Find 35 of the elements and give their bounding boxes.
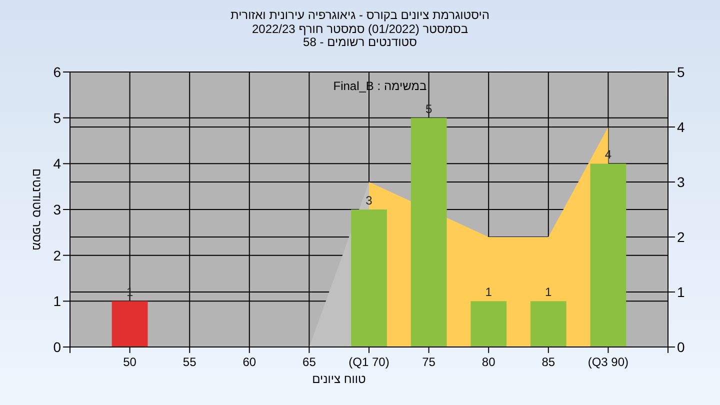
y2-tick-label: 3 (677, 174, 685, 190)
y2-tick-label: 4 (677, 119, 685, 135)
y-tick-label: 6 (53, 64, 62, 80)
bar (112, 301, 148, 347)
y-tick-label: 4 (53, 156, 62, 172)
y-tick-label: 1 (53, 293, 62, 310)
x-tick-label: 75 (422, 355, 436, 369)
x-tick-label: 80 (482, 355, 496, 369)
y-tick-label: 2 (53, 247, 62, 264)
data-label: 1 (485, 285, 492, 300)
y2-tick-label: 5 (677, 64, 685, 80)
chart-title: היסטוגרמת ציונים בקורס - גיאוגרפיה עירונית ואזורית (230, 8, 490, 22)
x-tick-label: 85 (542, 355, 556, 369)
x-tick-label: 65 (302, 355, 316, 369)
x-axis-title: טווח ציונים (312, 372, 366, 386)
bar (590, 164, 626, 347)
y-tick-label: 5 (53, 110, 62, 126)
data-label: 1 (545, 285, 552, 300)
bar (470, 301, 507, 347)
y2-tick-label: 0 (677, 339, 685, 355)
y2-tick-label: 2 (677, 229, 685, 245)
y-tick-label: 0 (53, 339, 62, 355)
data-label: 3 (366, 194, 373, 208)
x-tick-label: (Q3 90) (588, 355, 629, 369)
y-tick-label: 3 (53, 202, 62, 218)
bar (530, 301, 566, 347)
x-tick-label: 60 (242, 355, 256, 369)
x-tick-label: 55 (182, 355, 197, 369)
chart-subtitle: בסמסטר (01/2022) סמסטר חורף 2022/23 סטודנטים רשומים - 58 (252, 22, 468, 49)
y2-tick-label: 1 (677, 284, 685, 300)
bar (410, 118, 447, 347)
x-tick-label: 50 (123, 355, 137, 369)
x-tick-label: (Q1 70) (348, 355, 390, 369)
y-axis-title: מספר סטודנטים (30, 168, 44, 251)
bar (351, 210, 387, 347)
